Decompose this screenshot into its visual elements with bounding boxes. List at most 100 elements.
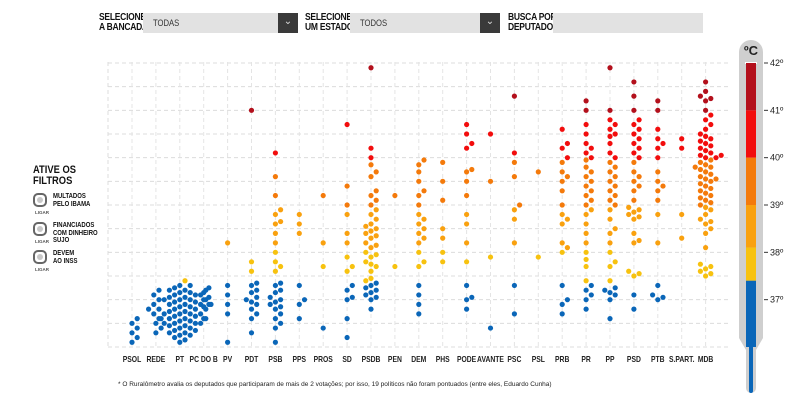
deputy-dot[interactable] <box>296 282 302 289</box>
deputy-dot[interactable] <box>655 169 661 175</box>
deputy-dot[interactable] <box>631 197 637 203</box>
deputy-dot[interactable] <box>344 211 350 218</box>
deputy-dot[interactable] <box>631 216 637 222</box>
deputy-dot[interactable] <box>373 169 379 175</box>
deputy-dot[interactable] <box>166 316 172 322</box>
deputy-dot[interactable] <box>631 79 637 85</box>
deputy-dot[interactable] <box>248 282 255 289</box>
deputy-dot[interactable] <box>368 228 374 234</box>
deputy-dot[interactable] <box>607 207 613 213</box>
deputy-dot[interactable] <box>607 216 613 222</box>
deputy-dot[interactable] <box>373 197 379 203</box>
deputy-dot[interactable] <box>708 95 714 102</box>
deputy-dot[interactable] <box>248 259 255 265</box>
deputy-dot[interactable] <box>559 282 565 289</box>
deputy-dot[interactable] <box>607 249 613 255</box>
deputy-dot[interactable] <box>368 174 374 180</box>
deputy-dot[interactable] <box>373 216 379 222</box>
deputy-dot[interactable] <box>440 235 446 241</box>
deputy-dot[interactable] <box>278 287 284 293</box>
deputy-dot[interactable] <box>187 325 193 331</box>
deputy-dot[interactable] <box>192 327 198 334</box>
deputy-dot[interactable] <box>416 202 422 208</box>
deputy-dot[interactable] <box>368 145 374 151</box>
deputy-dot[interactable] <box>697 152 704 158</box>
deputy-dot[interactable] <box>697 166 704 173</box>
deputy-dot[interactable] <box>161 320 167 326</box>
deputy-dot[interactable] <box>278 297 284 303</box>
deputy-dot[interactable] <box>607 65 613 71</box>
deputy-dot[interactable] <box>248 306 255 312</box>
deputy-dot[interactable] <box>607 150 613 156</box>
deputy-dot[interactable] <box>344 254 350 260</box>
deputy-dot[interactable] <box>272 289 278 296</box>
deputy-dot[interactable] <box>198 320 204 326</box>
deputy-dot[interactable] <box>272 211 278 218</box>
deputy-dot[interactable] <box>583 157 589 163</box>
deputy-dot[interactable] <box>373 263 379 270</box>
deputy-dot[interactable] <box>225 311 231 317</box>
deputy-dot[interactable] <box>177 304 183 310</box>
deputy-dot[interactable] <box>464 240 470 246</box>
deputy-dot[interactable] <box>708 200 714 206</box>
deputy-dot[interactable] <box>373 280 379 286</box>
deputy-dot[interactable] <box>373 188 379 194</box>
deputy-dot[interactable] <box>272 174 278 180</box>
deputy-dot[interactable] <box>564 297 571 303</box>
deputy-dot[interactable] <box>708 150 714 156</box>
deputy-dot[interactable] <box>206 301 212 307</box>
deputy-dot[interactable] <box>320 240 326 246</box>
deputy-dot[interactable] <box>612 121 618 128</box>
deputy-dot[interactable] <box>248 299 255 305</box>
deputy-dot[interactable] <box>703 273 709 279</box>
deputy-dot[interactable] <box>363 285 369 291</box>
deputy-dot[interactable] <box>368 268 374 274</box>
deputy-dot[interactable] <box>697 138 704 144</box>
deputy-dot[interactable] <box>272 259 278 265</box>
deputy-dot[interactable] <box>588 207 594 213</box>
deputy-dot[interactable] <box>192 306 198 312</box>
deputy-dot[interactable] <box>156 306 162 312</box>
deputy-dot[interactable] <box>583 256 589 263</box>
deputy-dot[interactable] <box>278 311 284 317</box>
deputy-dot[interactable] <box>564 245 571 251</box>
deputy-dot[interactable] <box>631 150 637 156</box>
deputy-dot[interactable] <box>296 301 302 307</box>
deputy-dot[interactable] <box>469 166 475 173</box>
deputy-dot[interactable] <box>254 301 260 307</box>
deputy-dot[interactable] <box>363 278 369 284</box>
deputy-dot[interactable] <box>344 334 350 341</box>
deputy-dot[interactable] <box>153 320 159 326</box>
deputy-dot[interactable] <box>559 126 565 132</box>
deputy-dot[interactable] <box>679 235 685 241</box>
deputy-dot[interactable] <box>344 240 350 246</box>
deputy-dot[interactable] <box>192 320 198 326</box>
deputy-dot[interactable] <box>583 240 589 246</box>
deputy-dot[interactable] <box>612 285 618 291</box>
deputy-dot[interactable] <box>697 202 704 208</box>
deputy-dot[interactable] <box>416 301 422 307</box>
deputy-dot[interactable] <box>583 192 589 199</box>
deputy-dot[interactable] <box>626 268 632 274</box>
deputy-dot[interactable] <box>708 185 714 192</box>
deputy-dot[interactable] <box>267 301 273 307</box>
deputy-dot[interactable] <box>172 292 178 298</box>
deputy-dot[interactable] <box>172 306 178 312</box>
bancada-select[interactable]: TODAS ⌄ <box>143 13 298 33</box>
deputy-dot[interactable] <box>172 299 178 305</box>
deputy-dot[interactable] <box>344 202 350 208</box>
deputy-dot[interactable] <box>607 107 613 113</box>
deputy-dot[interactable] <box>511 240 517 246</box>
deputy-dot[interactable] <box>703 169 709 175</box>
deputy-dot[interactable] <box>631 240 637 246</box>
deputy-dot[interactable] <box>655 297 661 303</box>
deputy-dot[interactable] <box>607 140 613 147</box>
deputy-dot[interactable] <box>607 297 613 303</box>
deputy-dot[interactable] <box>703 176 709 182</box>
deputy-dot[interactable] <box>626 211 632 218</box>
deputy-dot[interactable] <box>416 249 422 255</box>
deputy-dot[interactable] <box>559 202 565 208</box>
deputy-dot[interactable] <box>272 221 278 227</box>
deputy-dot[interactable] <box>187 318 193 324</box>
deputy-dot[interactable] <box>511 282 517 289</box>
